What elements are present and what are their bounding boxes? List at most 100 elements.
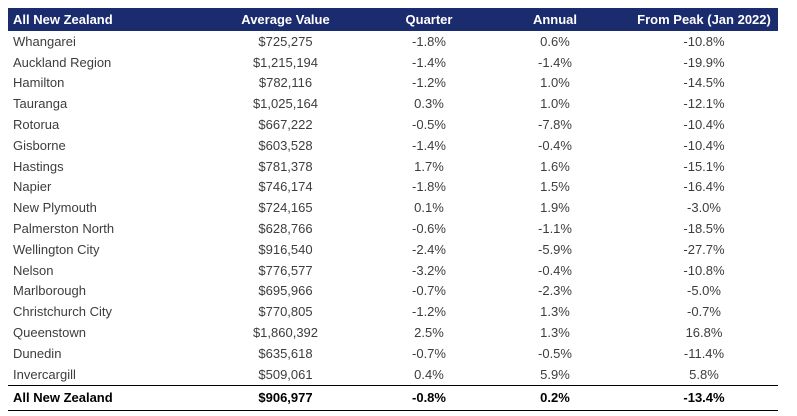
column-header-annual: Annual [532, 12, 578, 27]
quarter-cell: -1.8% [412, 33, 446, 49]
table-row: Tauranga $1,025,164 0.3% 1.0% -12.1% [8, 93, 778, 114]
table-row: Christchurch City $770,805 -1.2% 1.3% -0.7% [8, 301, 778, 322]
table-row: Wellington City $916,540 -2.4% -5.9% -27.7% [8, 239, 778, 260]
average-value-cell: $770,805 [258, 304, 313, 320]
average-value-cell: $781,378 [258, 158, 313, 174]
annual-cell: 1.5% [540, 179, 570, 195]
column-header-average-value: Average Value [241, 12, 330, 27]
region-cell: Napier [13, 179, 52, 195]
column-header-region: All New Zealand [13, 12, 113, 27]
quarter-cell: 1.7% [414, 158, 444, 174]
total-average-value-cell: $906,977 [258, 390, 313, 406]
average-value-cell: $1,860,392 [252, 325, 319, 341]
column-header-from-peak: From Peak (Jan 2022) [637, 12, 771, 27]
from-peak-cell: -10.4% [683, 117, 725, 133]
annual-cell: 0.6% [540, 33, 570, 49]
from-peak-cell: -10.8% [683, 33, 725, 49]
quarter-cell: 0.1% [414, 200, 444, 216]
average-value-cell: $1,025,164 [252, 96, 319, 112]
region-cell: Marlborough [13, 283, 86, 299]
region-cell: Whangarei [13, 33, 76, 49]
annual-cell: 1.0% [540, 75, 570, 91]
region-cell: Tauranga [13, 96, 68, 112]
annual-cell: -1.4% [538, 54, 572, 70]
from-peak-cell: -10.4% [683, 137, 725, 153]
total-from-peak-cell: -13.4% [683, 390, 725, 406]
from-peak-cell: -19.9% [683, 54, 725, 70]
annual-cell: -5.9% [538, 241, 572, 257]
from-peak-cell: -16.4% [683, 179, 725, 195]
average-value-cell: $725,275 [258, 33, 313, 49]
from-peak-cell: 16.8% [685, 325, 723, 341]
table-row: Nelson $776,577 -3.2% -0.4% -10.8% [8, 260, 778, 281]
annual-cell: -7.8% [538, 117, 572, 133]
region-cell: Nelson [13, 262, 54, 278]
region-cell: Christchurch City [13, 304, 112, 320]
average-value-cell: $635,618 [258, 345, 313, 361]
table-row: Rotorua $667,222 -0.5% -7.8% -10.4% [8, 114, 778, 135]
region-cell: Palmerston North [13, 221, 115, 237]
quarter-cell: -1.4% [412, 137, 446, 153]
average-value-cell: $667,222 [258, 117, 313, 133]
annual-cell: 1.6% [540, 158, 570, 174]
average-value-cell: $916,540 [258, 241, 313, 257]
annual-cell: -0.5% [538, 345, 572, 361]
from-peak-cell: -18.5% [683, 221, 725, 237]
table-header-row: All New Zealand Average Value Quarter An… [8, 8, 778, 31]
from-peak-cell: -3.0% [687, 200, 721, 216]
total-row: All New Zealand $906,977 -0.8% 0.2% -13.… [8, 384, 778, 411]
annual-cell: 1.9% [540, 200, 570, 216]
quarter-cell: -1.8% [412, 179, 446, 195]
quarter-cell: -1.2% [412, 304, 446, 320]
quarter-cell: 0.3% [414, 96, 444, 112]
region-cell: Rotorua [13, 117, 60, 133]
column-header-quarter: Quarter [405, 12, 453, 27]
total-region-cell: All New Zealand [13, 390, 113, 406]
region-cell: Hamilton [13, 75, 65, 91]
table-row: Queenstown $1,860,392 2.5% 1.3% 16.8% [8, 322, 778, 343]
quarter-cell: -3.2% [412, 262, 446, 278]
quarter-cell: -2.4% [412, 241, 446, 257]
average-value-cell: $746,174 [258, 179, 313, 195]
from-peak-cell: -10.8% [683, 262, 725, 278]
table-row: Napier $746,174 -1.8% 1.5% -16.4% [8, 177, 778, 198]
annual-cell: 1.3% [540, 325, 570, 341]
from-peak-cell: -0.7% [687, 304, 721, 320]
region-cell: Wellington City [13, 241, 100, 257]
quarter-cell: -1.4% [412, 54, 446, 70]
table-row: Hastings $781,378 1.7% 1.6% -15.1% [8, 156, 778, 177]
table-row: Palmerston North $628,766 -0.6% -1.1% -18.5% [8, 218, 778, 239]
region-cell: Invercargill [13, 366, 76, 382]
average-value-cell: $724,165 [258, 200, 313, 216]
house-price-index-table: All New Zealand Average Value Quarter An… [8, 8, 778, 411]
average-value-cell: $776,577 [258, 262, 313, 278]
annual-cell: -1.1% [538, 221, 572, 237]
region-cell: Queenstown [13, 325, 86, 341]
table-row: New Plymouth $724,165 0.1% 1.9% -3.0% [8, 197, 778, 218]
total-annual-cell: 0.2% [540, 390, 570, 406]
average-value-cell: $1,215,194 [252, 54, 319, 70]
annual-cell: -2.3% [538, 283, 572, 299]
from-peak-cell: -12.1% [683, 96, 725, 112]
average-value-cell: $509,061 [258, 366, 313, 382]
average-value-cell: $782,116 [258, 75, 313, 91]
region-cell: New Plymouth [13, 200, 97, 216]
from-peak-cell: -11.4% [683, 345, 725, 361]
table-row: Auckland Region $1,215,194 -1.4% -1.4% -19.9… [8, 52, 778, 73]
from-peak-cell: -27.7% [683, 241, 725, 257]
annual-cell: 5.9% [540, 366, 570, 382]
from-peak-cell: 5.8% [689, 366, 719, 382]
quarter-cell: 0.4% [414, 366, 444, 382]
table-row: Hamilton $782,116 -1.2% 1.0% -14.5% [8, 73, 778, 94]
from-peak-cell: -14.5% [683, 75, 725, 91]
region-cell: Gisborne [13, 137, 66, 153]
annual-cell: 1.0% [540, 96, 570, 112]
quarter-cell: 2.5% [414, 325, 444, 341]
average-value-cell: $695,966 [258, 283, 313, 299]
quarter-cell: -0.6% [412, 221, 446, 237]
annual-cell: -0.4% [538, 262, 572, 278]
region-cell: Hastings [13, 158, 64, 174]
table-row: Dunedin $635,618 -0.7% -0.5% -11.4% [8, 343, 778, 364]
quarter-cell: -1.2% [412, 75, 446, 91]
total-quarter-cell: -0.8% [412, 390, 446, 406]
